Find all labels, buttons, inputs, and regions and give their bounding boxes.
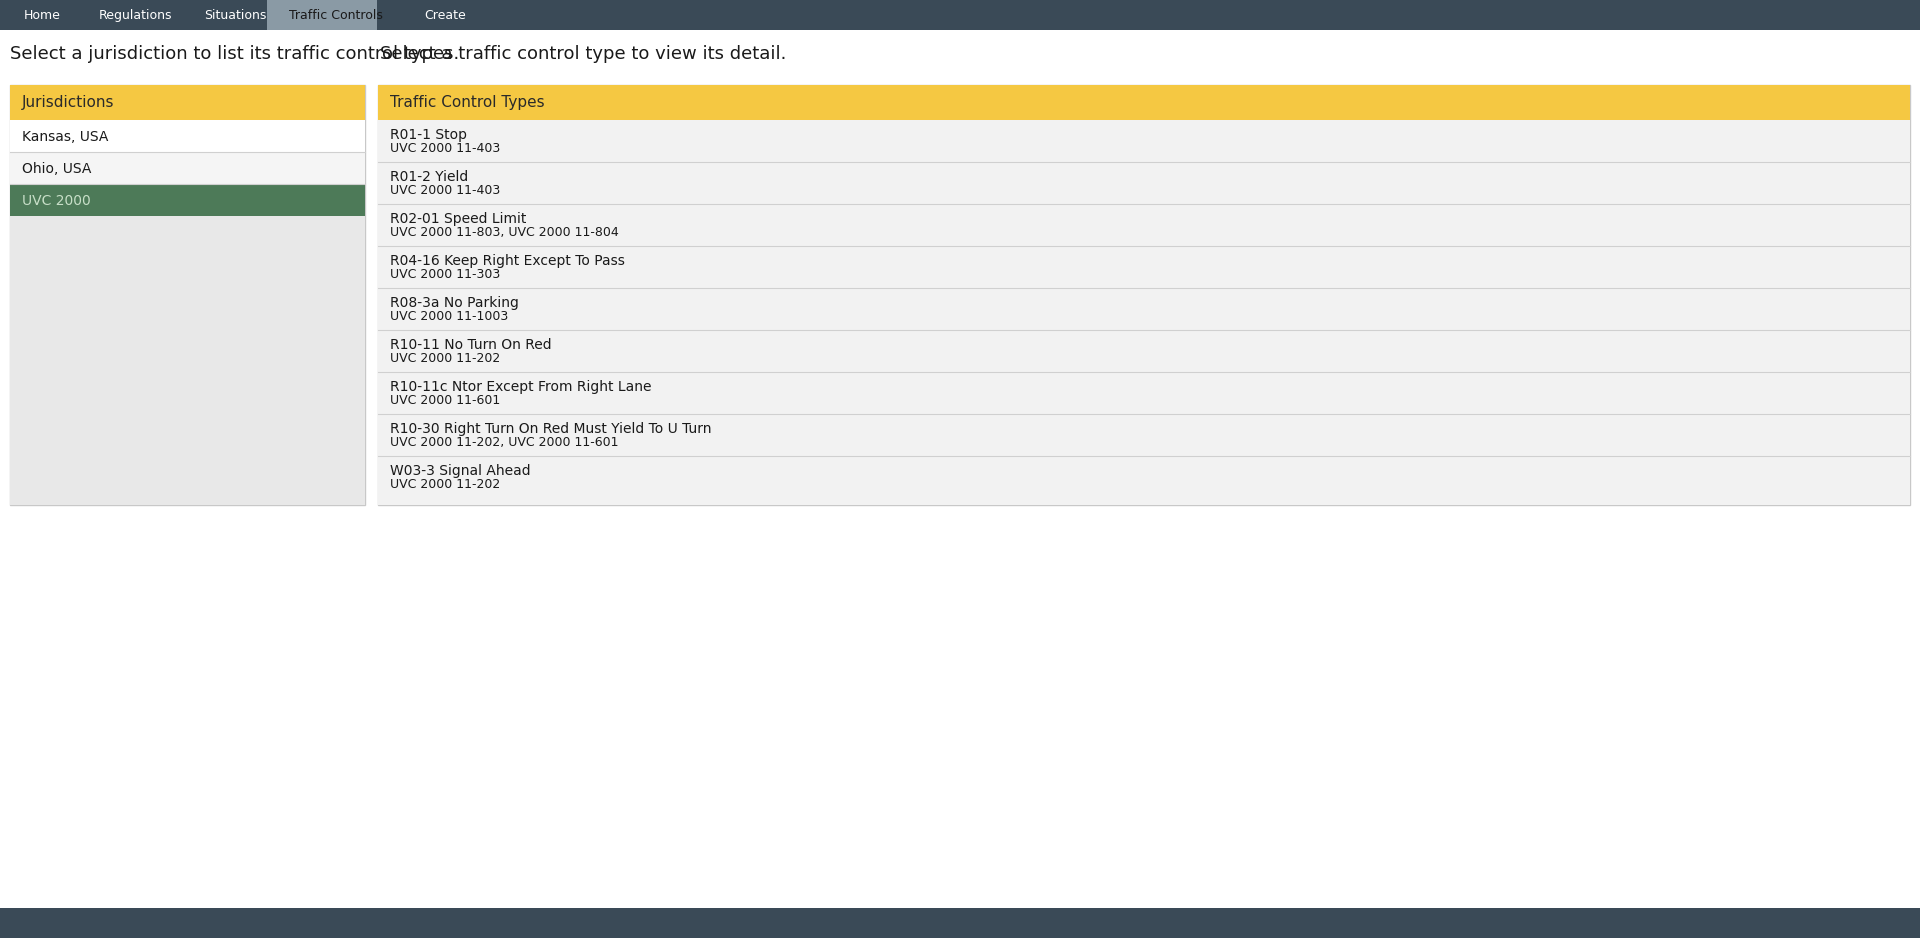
- Bar: [10, 120, 365, 152]
- Bar: [378, 456, 1910, 498]
- Text: Kansas, USA: Kansas, USA: [21, 130, 108, 144]
- Text: UVC 2000 11-202: UVC 2000 11-202: [390, 478, 501, 491]
- Text: R02-01 Speed Limit: R02-01 Speed Limit: [390, 212, 526, 226]
- Text: Select a traffic control type to view its detail.: Select a traffic control type to view it…: [380, 45, 787, 63]
- Bar: [378, 120, 1910, 162]
- Text: Ohio, USA: Ohio, USA: [21, 162, 92, 176]
- Bar: [378, 162, 1910, 204]
- Text: UVC 2000 11-1003: UVC 2000 11-1003: [390, 310, 509, 323]
- Bar: [378, 414, 1910, 456]
- Text: R10-11c Ntor Except From Right Lane: R10-11c Ntor Except From Right Lane: [390, 380, 651, 394]
- Text: Create: Create: [424, 8, 467, 22]
- Text: R08-3a No Parking: R08-3a No Parking: [390, 296, 518, 310]
- Bar: [378, 85, 1910, 505]
- Text: Home: Home: [23, 8, 61, 22]
- Bar: [267, 0, 376, 30]
- Text: UVC 2000 11-403: UVC 2000 11-403: [390, 184, 501, 197]
- Bar: [378, 372, 1910, 414]
- Text: UVC 2000 11-403: UVC 2000 11-403: [390, 142, 501, 155]
- Bar: [378, 330, 1910, 372]
- Bar: [0, 0, 1920, 30]
- Bar: [0, 908, 1920, 938]
- Bar: [10, 85, 365, 505]
- Text: Traffic Controls: Traffic Controls: [290, 8, 382, 22]
- Text: R01-2 Yield: R01-2 Yield: [390, 170, 468, 184]
- Text: Traffic Control Types: Traffic Control Types: [390, 95, 545, 110]
- Text: R01-1 Stop: R01-1 Stop: [390, 128, 467, 142]
- Text: UVC 2000 11-601: UVC 2000 11-601: [390, 394, 501, 407]
- Text: UVC 2000 11-202, UVC 2000 11-601: UVC 2000 11-202, UVC 2000 11-601: [390, 436, 618, 449]
- Text: R10-11 No Turn On Red: R10-11 No Turn On Red: [390, 338, 551, 352]
- Text: R10-30 Right Turn On Red Must Yield To U Turn: R10-30 Right Turn On Red Must Yield To U…: [390, 422, 712, 436]
- Text: Situations: Situations: [204, 8, 267, 22]
- Text: W03-3 Signal Ahead: W03-3 Signal Ahead: [390, 464, 530, 478]
- Bar: [10, 85, 365, 120]
- Bar: [10, 152, 365, 184]
- Text: UVC 2000 11-303: UVC 2000 11-303: [390, 268, 501, 281]
- Text: UVC 2000: UVC 2000: [21, 194, 90, 208]
- Text: R04-16 Keep Right Except To Pass: R04-16 Keep Right Except To Pass: [390, 254, 624, 268]
- Bar: [378, 246, 1910, 288]
- Bar: [10, 216, 365, 505]
- Text: UVC 2000 11-202: UVC 2000 11-202: [390, 352, 501, 365]
- Bar: [378, 85, 1910, 120]
- Text: Jurisdictions: Jurisdictions: [21, 95, 115, 110]
- Text: Select a jurisdiction to list its traffic control types.: Select a jurisdiction to list its traffi…: [10, 45, 459, 63]
- Text: UVC 2000 11-803, UVC 2000 11-804: UVC 2000 11-803, UVC 2000 11-804: [390, 226, 618, 239]
- Bar: [378, 498, 1910, 505]
- Text: Regulations: Regulations: [100, 8, 173, 22]
- Bar: [10, 184, 365, 216]
- Bar: [378, 204, 1910, 246]
- Bar: [378, 288, 1910, 330]
